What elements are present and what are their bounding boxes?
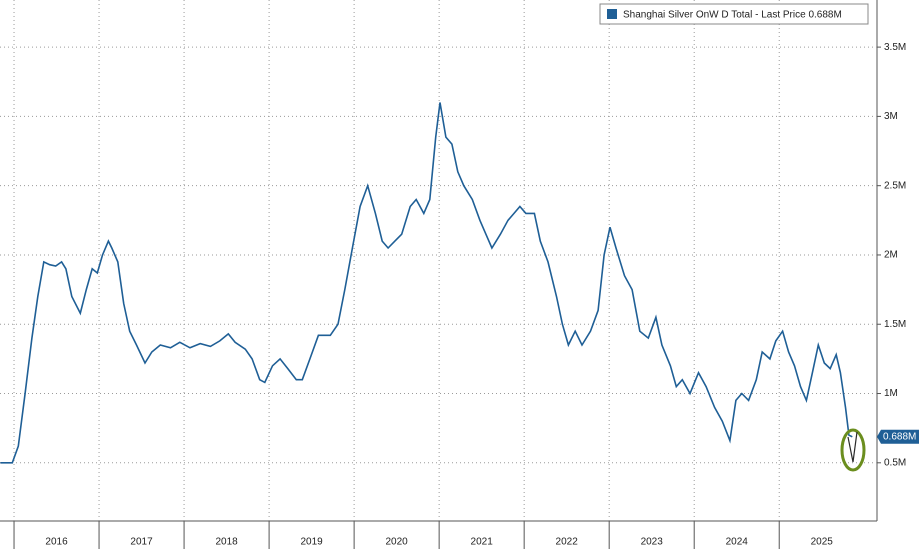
x-tick-label: 2018 [215,537,238,548]
y-tick-label: 2M [884,250,898,261]
x-tick-label: 2017 [130,537,153,548]
y-tick-label: 3M [884,111,898,122]
x-tick-label: 2024 [726,537,749,548]
x-tick-label: 2016 [45,537,68,548]
y-tick-label: 3.5M [884,42,906,53]
last-price-label: 0.688M [883,431,916,442]
x-tick-label: 2023 [641,537,664,548]
annotation-check [847,431,858,463]
legend-label: Shanghai Silver OnW D Total - Last Price… [623,10,842,21]
x-tick-label: 2020 [386,537,409,548]
x-tick-label: 2021 [471,537,494,548]
x-tick-label: 2025 [811,537,834,548]
x-tick-label: 2022 [556,537,579,548]
y-tick-label: 0.5M [884,457,906,468]
series-line [0,102,853,464]
last-price-marker [877,429,919,444]
annotation-marker [840,428,866,472]
y-tick-label: 2.5M [884,180,906,191]
last-price-tag: 0.688M [877,429,919,444]
y-tick-label: 1.5M [884,319,906,330]
x-tick-label: 2019 [300,537,323,548]
legend: Shanghai Silver OnW D Total - Last Price… [599,3,869,25]
legend-box [599,3,869,25]
y-tick-label: 1M [884,388,898,399]
annotation-circle [840,428,866,472]
legend-swatch [607,9,617,19]
